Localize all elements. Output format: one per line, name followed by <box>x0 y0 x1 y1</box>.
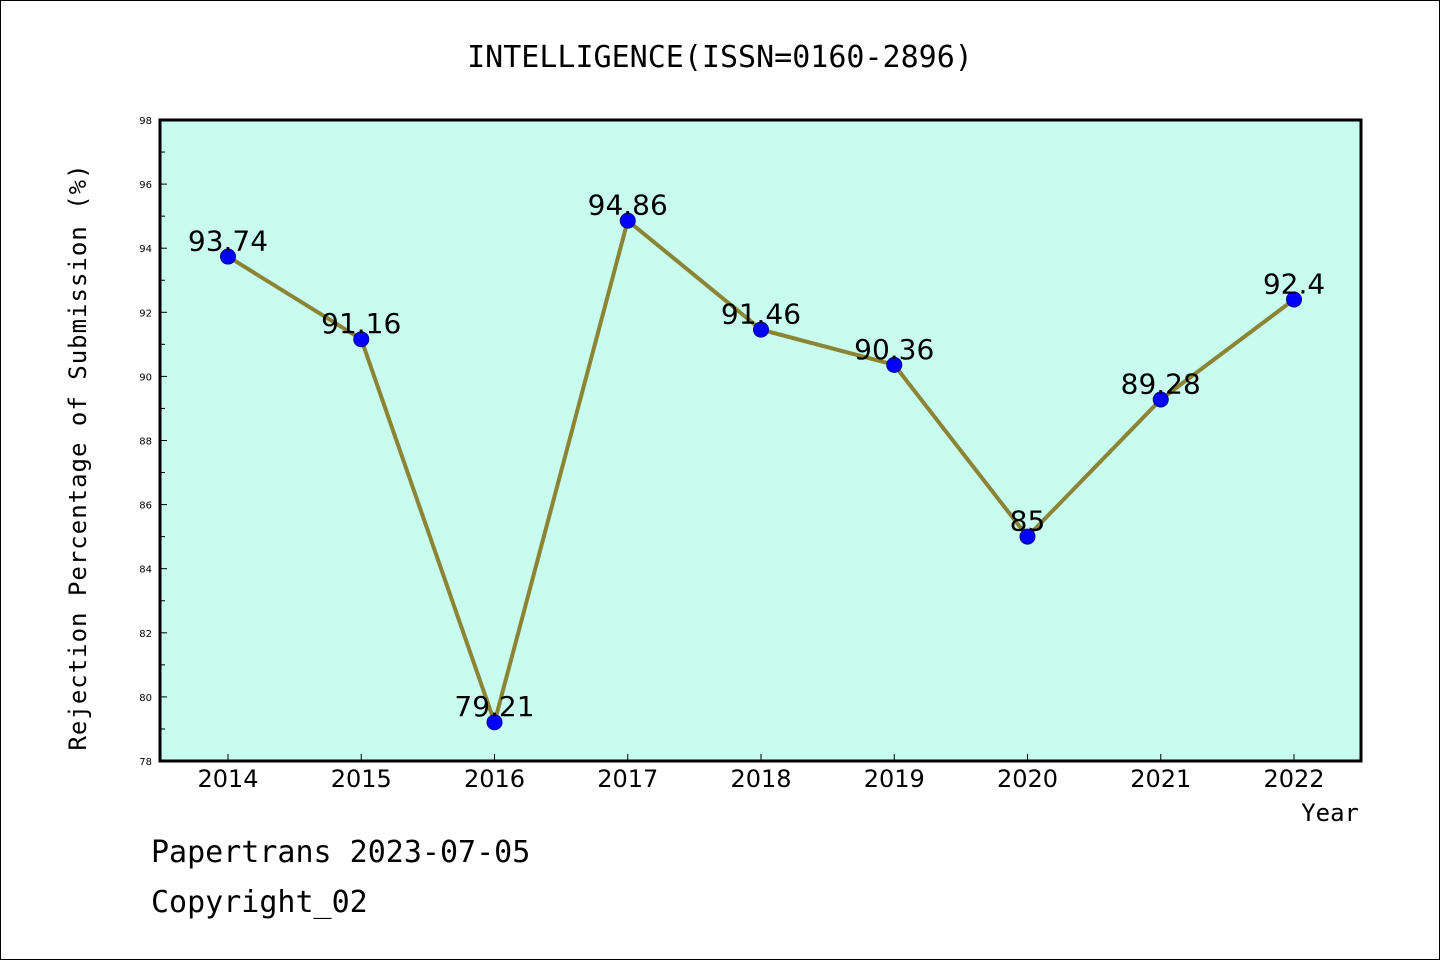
data-point <box>1019 528 1036 545</box>
y-axis: 78 80 82 84 86 88 90 92 94 96 98 <box>139 116 167 768</box>
x-tick-label: 2021 <box>1130 765 1191 793</box>
y-tick-label: 86 <box>139 501 152 512</box>
y-tick-label: 80 <box>139 693 152 704</box>
data-label: 89.28 <box>1121 367 1201 400</box>
x-tick-label: 2019 <box>864 765 925 793</box>
x-axis: 2014 2015 2016 2017 2018 2019 2020 2021 2022 <box>197 754 1325 793</box>
data-point <box>619 212 636 229</box>
data-point <box>753 321 769 338</box>
y-tick-label: 90 <box>139 372 152 383</box>
y-tick-label: 92 <box>139 308 152 319</box>
x-tick-label: 2014 <box>197 765 258 793</box>
y-tick-label: 88 <box>139 437 152 448</box>
series-line-group: 93.74 91.16 79.21 94.86 91.46 90.36 85 89.28 92.… <box>188 189 1325 731</box>
data-label: 93.74 <box>188 225 268 258</box>
data-label: 90.36 <box>854 333 934 366</box>
plot-area <box>158 118 1363 763</box>
y-tick-label: 82 <box>139 629 152 640</box>
footer-copyright: Copyright_02 <box>151 885 368 920</box>
y-tick-label: 98 <box>139 116 152 127</box>
y-tick-label: 96 <box>139 180 152 191</box>
data-point <box>1286 291 1302 308</box>
data-label: 91.46 <box>721 298 801 331</box>
data-point <box>886 356 903 373</box>
data-label: 79.21 <box>454 690 534 723</box>
x-tick-label: 2020 <box>997 765 1058 793</box>
x-tick-label: 2018 <box>730 765 791 793</box>
x-tick-label: 2015 <box>331 765 392 793</box>
x-tick-label: 2017 <box>597 765 658 793</box>
y-tick-label: 78 <box>139 757 152 768</box>
x-tick-label: 2022 <box>1263 765 1324 793</box>
chart-title: INTELLIGENCE(ISSN=0160-2896) <box>467 40 973 75</box>
y-axis-label: Rejection Percentage of Submission (%) <box>64 163 92 750</box>
data-point <box>1152 391 1169 408</box>
y-tick-label: 94 <box>139 244 152 255</box>
x-tick-label: 2016 <box>464 765 525 793</box>
data-label: 91.16 <box>321 307 401 340</box>
x-axis-label: Year <box>1301 799 1359 827</box>
data-point <box>486 714 503 731</box>
data-point <box>353 331 370 348</box>
y-tick-label: 84 <box>139 565 152 576</box>
data-label: 92.4 <box>1263 267 1325 300</box>
data-point <box>220 248 236 265</box>
data-label: 85 <box>1010 505 1046 538</box>
data-label: 94.86 <box>588 189 668 222</box>
footer-credit: Papertrans 2023-07-05 <box>151 835 531 870</box>
